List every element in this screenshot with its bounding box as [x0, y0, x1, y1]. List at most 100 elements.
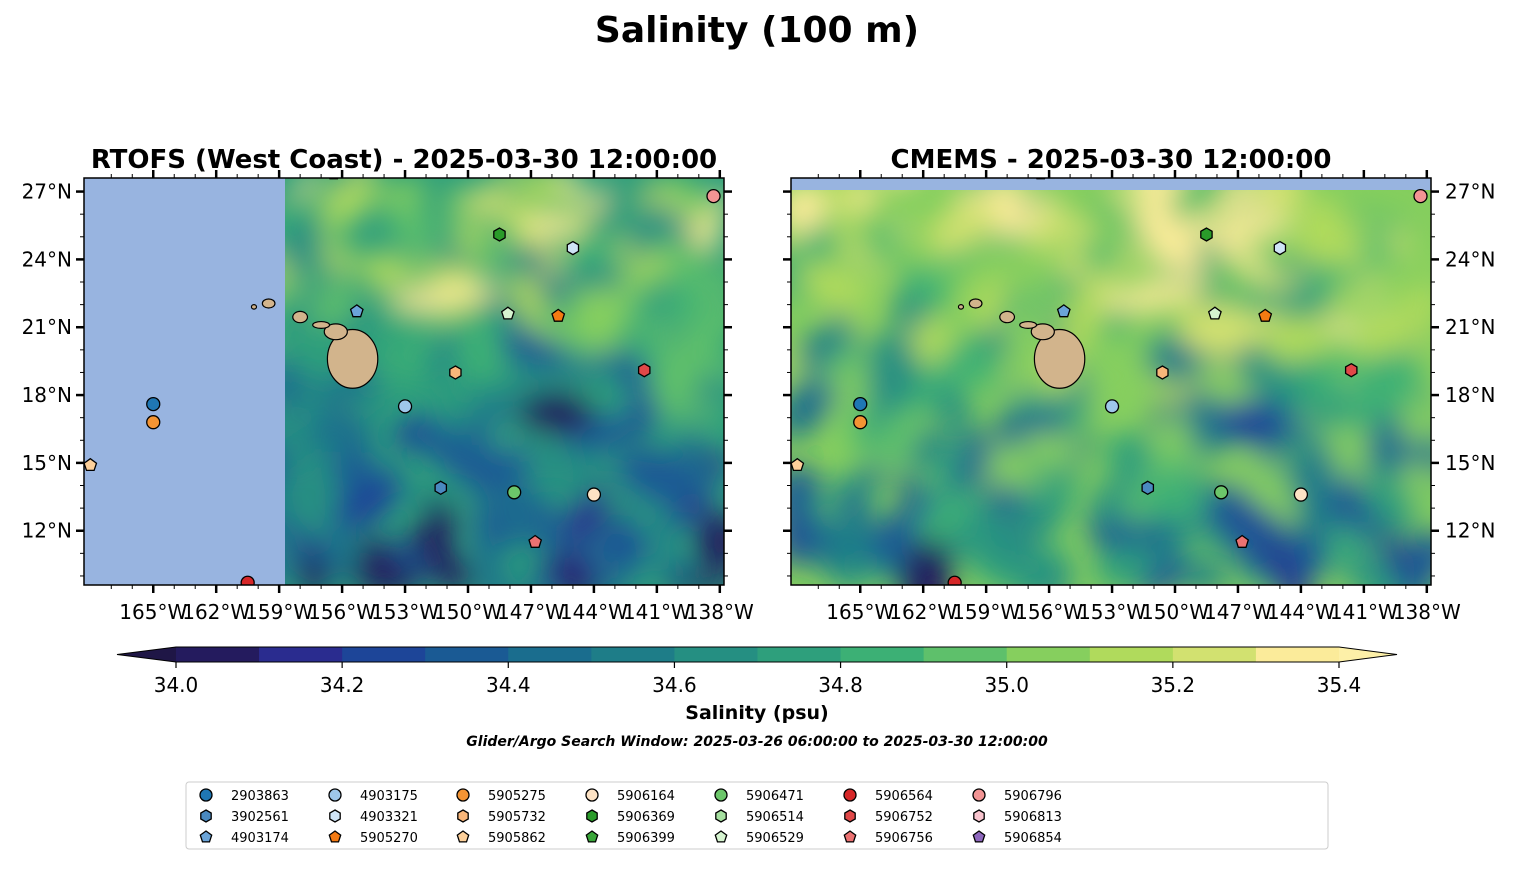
salinity-patch — [1400, 402, 1431, 444]
salinity-patch — [1308, 366, 1342, 403]
panel-cmems: CMEMS - 2025-03-30 12:00:00 165°W162°W15… — [783, 145, 1495, 624]
legend-item: 5906564 — [843, 788, 933, 804]
legend-item: 5906369 — [586, 809, 675, 825]
salinity-patch — [1201, 366, 1241, 409]
platform-marker-5906471 — [1214, 485, 1229, 500]
salinity-patch — [1178, 559, 1228, 585]
legend-marker-5905862 — [456, 830, 470, 843]
colorbar-bin — [923, 647, 1008, 662]
legend-item: 3902561 — [200, 809, 289, 825]
salinity-patch — [641, 258, 666, 283]
salinity-patch — [1077, 235, 1124, 275]
colorbar-bin — [259, 647, 343, 662]
salinity-patch — [1296, 464, 1335, 532]
salinity-patch — [651, 310, 678, 326]
salinity-patch — [797, 261, 873, 306]
salinity-patch — [1400, 460, 1431, 501]
colorbar-bin — [1255, 647, 1340, 662]
salinity-patch — [838, 237, 891, 276]
salinity-patch — [360, 380, 387, 421]
y-tick-label: 21°N — [1445, 315, 1495, 339]
x-tick-label: 156°W — [308, 600, 376, 624]
platform-marker-5905270 — [551, 308, 566, 322]
salinity-patch — [280, 461, 336, 539]
salinity-patch — [1181, 304, 1259, 355]
legend-label: 5906813 — [1004, 810, 1062, 825]
island — [957, 304, 965, 310]
colorbar-extend-low — [117, 647, 176, 662]
platform-marker-2903863 — [853, 396, 868, 412]
platform-marker-5906529 — [500, 306, 515, 320]
legend-item: 5905732 — [457, 809, 546, 825]
salinity-patch — [791, 514, 842, 534]
salinity-patch — [1281, 559, 1314, 585]
x-tick-label: 165°W — [826, 600, 894, 624]
colorbar-bin — [674, 647, 759, 662]
legend-label: 5905275 — [488, 789, 546, 804]
salinity-patch — [616, 228, 635, 279]
salinity-patch — [1140, 476, 1208, 522]
salinity-patch — [479, 326, 570, 369]
salinity-patch — [1382, 412, 1401, 445]
x-tick-label: 147°W — [497, 600, 565, 624]
salinity-patch — [296, 537, 320, 553]
colorbar-bin — [1089, 647, 1174, 662]
island — [312, 320, 331, 329]
salinity-patch — [522, 490, 567, 545]
island — [292, 310, 309, 324]
legend-label: 3902561 — [231, 810, 289, 825]
island — [1030, 323, 1055, 341]
salinity-patch — [791, 370, 839, 439]
legend-marker-5906854 — [972, 830, 986, 843]
salinity-patch — [935, 343, 989, 390]
legend-marker-5906813 — [973, 809, 985, 823]
island — [326, 328, 379, 389]
legend-item: 5906399 — [585, 830, 675, 846]
colorbar-bin — [425, 647, 509, 662]
legend-label: 4903174 — [231, 831, 289, 846]
salinity-patch — [828, 305, 855, 351]
axis-ticks-rtofs: 165°W162°W159°W156°W153°W150°W147°W144°W… — [22, 170, 754, 624]
legend-label: 5906796 — [1004, 789, 1062, 804]
salty-filament — [429, 281, 498, 302]
salinity-patch — [1310, 442, 1329, 480]
x-tick-label: 138°W — [686, 600, 754, 624]
salinity-patch — [1350, 350, 1421, 411]
salinity-patch — [1328, 529, 1363, 572]
fresh-eddy — [518, 391, 595, 436]
x-tick-label: 141°W — [1330, 600, 1398, 624]
salinity-patch — [591, 178, 658, 242]
legend-item: 5905862 — [456, 830, 546, 846]
colorbar-label: Salinity (psu) — [685, 702, 828, 724]
salinity-patch — [615, 448, 699, 507]
platform-marker-5906369 — [493, 227, 506, 242]
platform-marker-5905275 — [146, 415, 161, 430]
salinity-patch — [1264, 544, 1310, 585]
salinity-patch — [1209, 231, 1233, 295]
y-tick-label: 21°N — [22, 315, 72, 339]
legend-item: 5905270 — [328, 830, 418, 846]
fresh-eddy — [1214, 400, 1291, 445]
salinity-patch — [997, 411, 1026, 451]
salinity-patch — [1133, 204, 1204, 277]
salinity-patch — [586, 510, 641, 556]
platform-marker-4903175 — [397, 399, 413, 414]
colorbar-bin — [508, 647, 592, 662]
platform-marker-5905270 — [1258, 308, 1273, 322]
legend-item: 5906756 — [843, 830, 933, 846]
platform-marker-5906564 — [947, 575, 962, 585]
legend-marker-5905270 — [328, 830, 342, 843]
salinity-patch — [629, 393, 657, 432]
legend-label: 5906471 — [746, 789, 804, 804]
platform-marker-2903863 — [146, 396, 161, 412]
salinity-patch — [1203, 531, 1229, 558]
colorbar-tick-label: 34.2 — [320, 673, 365, 697]
legend-label: 5906854 — [1004, 831, 1062, 846]
platform-marker-3902561 — [1141, 480, 1155, 496]
salinity-patch — [900, 539, 954, 585]
salinity-patch — [687, 307, 710, 327]
salinity-patch — [504, 178, 526, 209]
legend-item: 5906813 — [973, 809, 1062, 825]
colorbar-bin — [176, 647, 260, 662]
island — [1019, 320, 1038, 329]
